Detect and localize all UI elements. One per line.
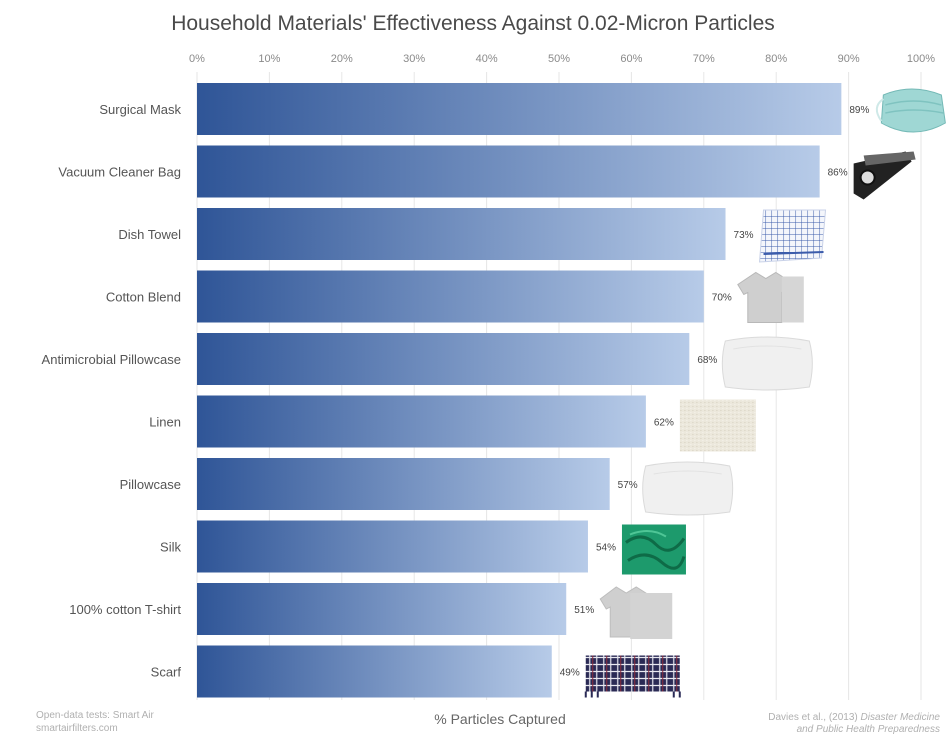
chart-title: Household Materials' Effectiveness Again… (171, 12, 775, 35)
x-tick-label: 30% (403, 53, 425, 65)
bar (197, 645, 552, 698)
value-label: 73% (734, 230, 754, 241)
bar (197, 208, 726, 260)
source-right-line2: and Public Health Preparedness (797, 724, 940, 735)
surgical-mask-icon (875, 88, 946, 133)
x-tick-label: 20% (331, 53, 353, 65)
category-label: Cotton Blend (106, 290, 181, 305)
value-label: 49% (560, 668, 580, 679)
x-tick-label: 0% (189, 53, 205, 65)
bar (197, 333, 690, 385)
source-right-line1: Davies et al., (2013) Disaster Medicine (768, 712, 940, 723)
value-label: 57% (618, 480, 638, 491)
x-tick-label: 70% (693, 53, 715, 65)
source-right-journal: Disaster Medicine (861, 712, 941, 723)
source-left-line2: smartairfilters.com (36, 723, 118, 734)
cotton-blend-shirt-icon (737, 271, 804, 323)
value-labels: 89% 86% 73% 70% 68% 62% 57% 54% 51% 49% (560, 105, 870, 679)
value-label: 86% (828, 168, 848, 179)
x-tick-label: 60% (620, 53, 642, 65)
value-label: 62% (654, 418, 674, 429)
x-tick-label: 90% (838, 53, 860, 65)
tshirt-icon (599, 586, 673, 639)
x-tick-label: 10% (258, 53, 280, 65)
bar (197, 583, 567, 635)
category-label: Linen (149, 415, 181, 430)
category-label: Pillowcase (120, 477, 181, 492)
x-tick-label: 40% (476, 53, 498, 65)
category-label: Antimicrobial Pillowcase (42, 352, 181, 367)
value-label: 54% (596, 543, 616, 554)
value-label: 70% (712, 293, 732, 304)
vacuum-bag-icon (853, 151, 916, 200)
bar (197, 520, 588, 573)
category-label: Surgical Mask (99, 102, 181, 117)
bar (197, 458, 610, 510)
x-tick-label: 50% (548, 53, 570, 65)
bar (197, 395, 646, 448)
category-labels: Surgical Mask Vacuum Cleaner Bag Dish Towe… (42, 102, 182, 680)
category-label: Dish Towel (118, 227, 181, 242)
x-axis-ticks: 0% 10% 20% 30% 40% 50% 60% 70% 80% 90% 100% (189, 53, 935, 65)
pillow-icon (642, 461, 734, 516)
bar (197, 270, 704, 323)
silk-swatch-icon (621, 524, 686, 575)
bar (197, 145, 820, 198)
x-tick-label: 100% (907, 53, 935, 65)
bar (197, 83, 842, 135)
source-right-plain: Davies et al., (2013) (768, 712, 860, 723)
value-label: 51% (574, 605, 594, 616)
scarf-icon (584, 655, 681, 698)
dish-towel-icon (758, 209, 827, 263)
source-left-line1: Open-data tests: Smart Air (36, 710, 154, 721)
pillow-icon (721, 336, 813, 391)
category-label: Vacuum Cleaner Bag (58, 165, 181, 180)
material-icons (584, 88, 946, 698)
x-axis-label: % Particles Captured (434, 711, 566, 727)
value-label: 68% (697, 355, 717, 366)
linen-swatch-icon (679, 399, 756, 452)
bars (197, 83, 842, 698)
category-label: Silk (160, 540, 181, 555)
category-label: 100% cotton T-shirt (69, 602, 181, 617)
x-tick-label: 80% (765, 53, 787, 65)
value-label: 89% (849, 105, 869, 116)
category-label: Scarf (151, 665, 182, 680)
